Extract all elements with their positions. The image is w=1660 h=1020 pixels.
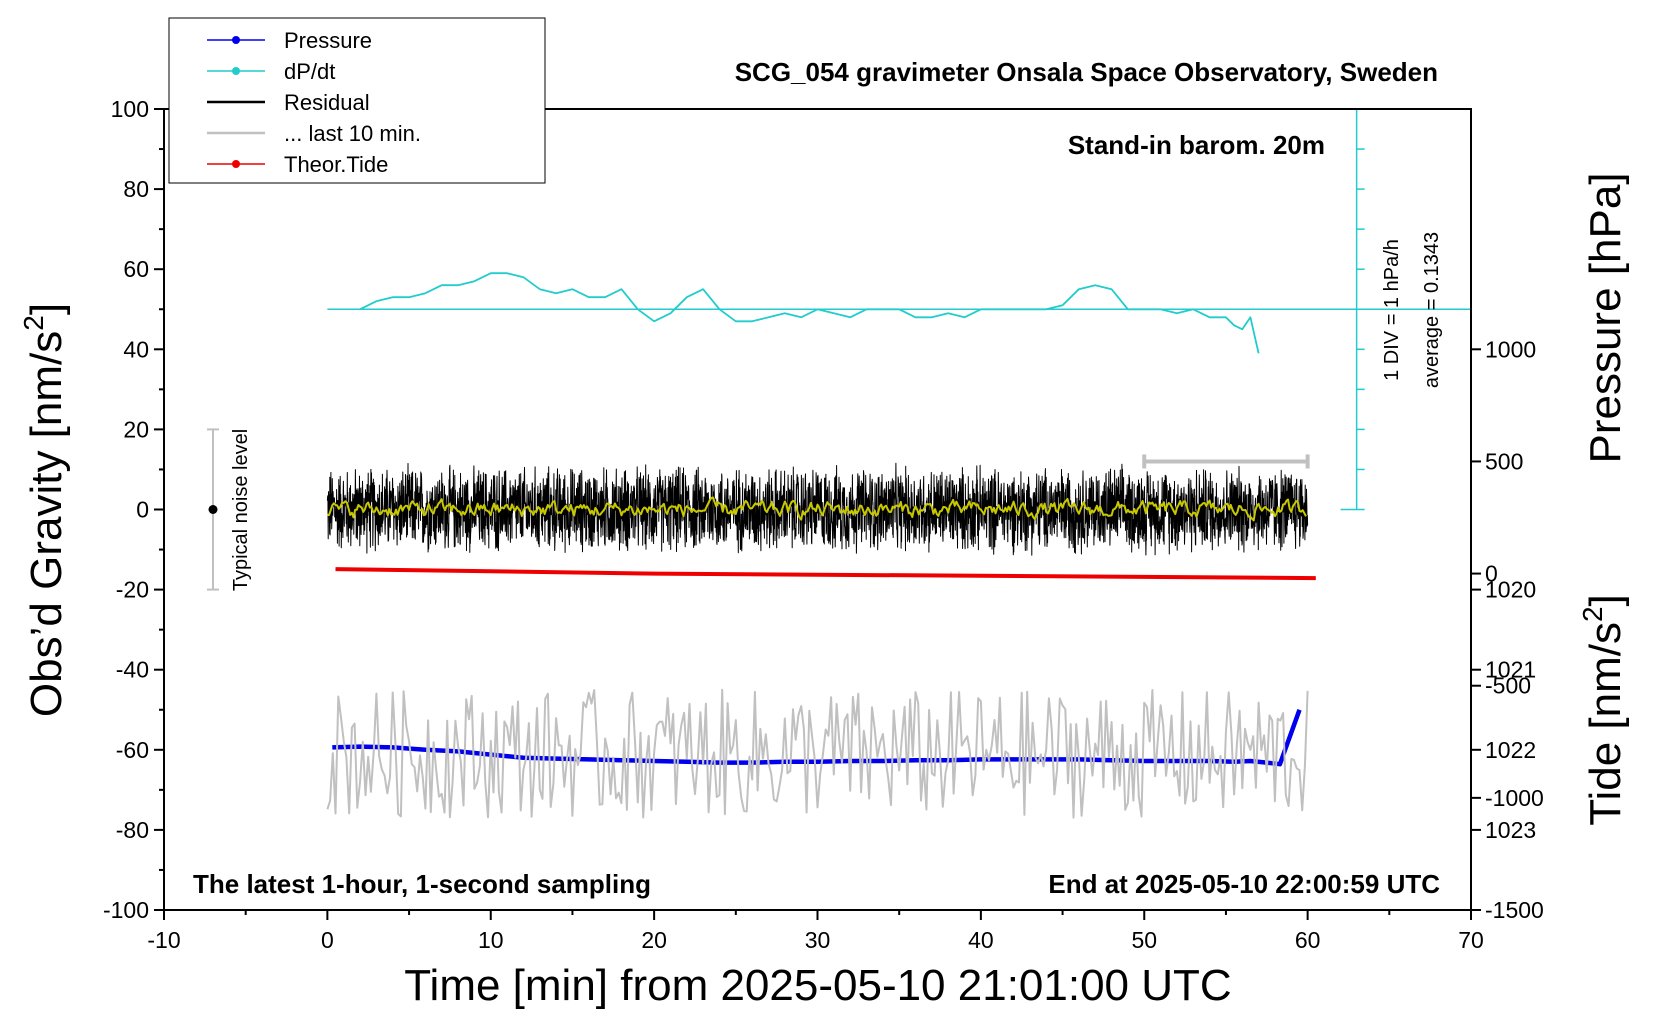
series-line-residual-smoothed-	[327, 496, 1307, 522]
y-axis-title-tide: Tide [nm/s2]	[1577, 594, 1630, 826]
y-axis-title-tide-main: Tide [nm/s	[1581, 622, 1630, 826]
y-tick-label: 20	[123, 416, 149, 442]
x-tick-label: 20	[641, 927, 667, 953]
y-tick-label: 0	[136, 497, 149, 523]
series-line--last-10-min-	[326, 688, 1309, 819]
noise-level-label: Typical noise level	[230, 429, 252, 591]
y-tick-label: 40	[123, 336, 149, 362]
dpdt-scale-label: 1 DIV = 1 hPa/h	[1381, 239, 1403, 381]
y-axis-title-left-sup: 2	[18, 315, 49, 331]
legend: Pressure dP/dt Residual ... last 10 min. The…	[168, 17, 546, 184]
legend-label: Pressure	[284, 28, 372, 53]
pressure-tick-label: 1023	[1485, 817, 1536, 843]
y-tick-label: -80	[116, 817, 149, 843]
chart-title: SCG_054 gravimeter Onsala Space Observat…	[735, 57, 1438, 87]
legend-box	[168, 17, 546, 184]
y-axis-title-left-end: ]	[22, 303, 71, 315]
pressure-tick-label: 1020	[1485, 577, 1536, 603]
x-tick-label: 50	[1131, 927, 1157, 953]
legend-label: ... last 10 min.	[284, 121, 421, 146]
y-axis-title-left: Obs’d Gravity [nm/s2]	[18, 303, 71, 717]
y-axis-title-pressure: Pressure [hPa]	[1581, 172, 1630, 463]
tide-tick-label: 1000	[1485, 336, 1536, 362]
series-line-dp-dt	[359, 272, 1260, 354]
y-tick-label: -60	[116, 737, 149, 763]
y-tick-label: 80	[123, 176, 149, 202]
x-tick-label: 40	[968, 927, 994, 953]
x-tick-label: 0	[321, 927, 334, 953]
y-tick-label: 60	[123, 256, 149, 282]
legend-label: Residual	[284, 90, 370, 115]
series-line-residual	[326, 462, 1309, 556]
tide-tick-label: -1500	[1485, 897, 1544, 923]
legend-label: dP/dt	[284, 59, 335, 84]
tide-tick-label: -500	[1485, 673, 1531, 699]
x-tick-label: 60	[1295, 927, 1321, 953]
legend-swatch-marker	[232, 67, 240, 75]
y-axis-title-tide-end: ]	[1581, 594, 1630, 606]
series-layer	[207, 108, 1471, 819]
x-tick-label: 70	[1458, 927, 1484, 953]
y-axis-title-tide-sup: 2	[1577, 606, 1608, 622]
y-axis-title-left-main: Obs’d Gravity [nm/s	[22, 331, 71, 717]
x-tick-label: -10	[147, 927, 180, 953]
tide-tick-label: 0	[1485, 561, 1498, 587]
bottom-left-note: The latest 1-hour, 1-second sampling	[193, 869, 651, 899]
subtitle-right: Stand-in barom. 20m	[1068, 130, 1325, 160]
y-tick-label: 100	[111, 96, 149, 122]
dpdt-average-label: average = 0.1343	[1421, 232, 1443, 388]
legend-swatch-marker	[232, 36, 240, 44]
x-axis-title: Time [min] from 2025-05-10 21:01:00 UTC	[404, 961, 1231, 1010]
y-tick-label: -20	[116, 577, 149, 603]
x-tick-label: 30	[805, 927, 831, 953]
noise-bar-center-dot	[208, 505, 218, 514]
pressure-tick-label: 1022	[1485, 737, 1536, 763]
tide-tick-label: -1000	[1485, 785, 1544, 811]
y-tick-label: -40	[116, 657, 149, 683]
bottom-right-note: End at 2025-05-10 22:00:59 UTC	[1048, 869, 1440, 899]
legend-label: Theor.Tide	[284, 152, 388, 177]
legend-swatch-marker	[232, 160, 240, 168]
y-tick-label: -100	[103, 897, 149, 923]
axes-layer: -10 0 10 20 30 40 50 60 70-100-80-60-40-20020406…	[103, 96, 1544, 953]
x-tick-label: 10	[478, 927, 504, 953]
pressure-tick-label: 1021	[1485, 657, 1536, 683]
tide-tick-label: 500	[1485, 448, 1523, 474]
series-line-theor-tide	[335, 567, 1316, 581]
